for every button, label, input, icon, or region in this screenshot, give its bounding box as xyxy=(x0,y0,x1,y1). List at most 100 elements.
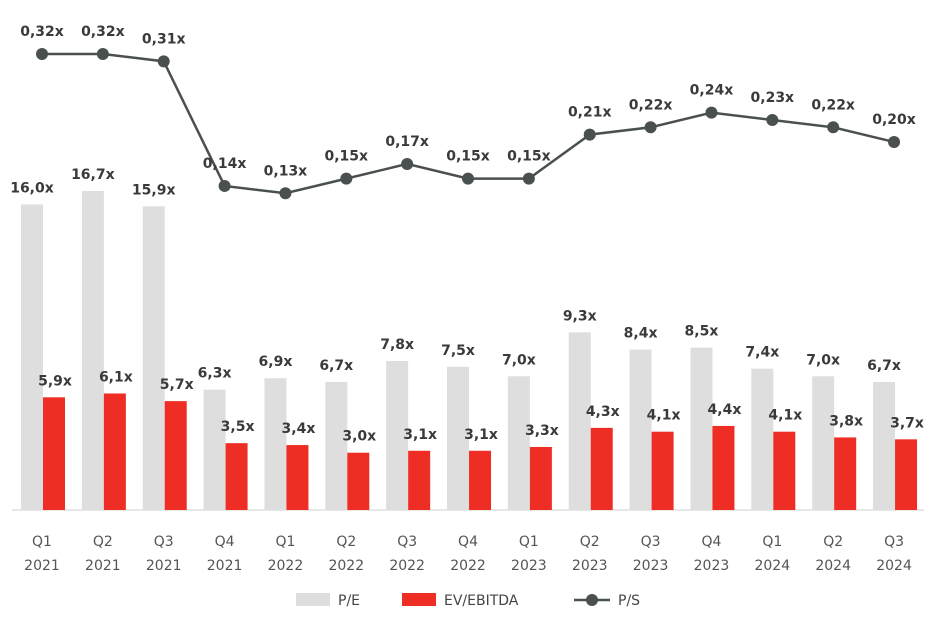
x-tick-year: 2021 xyxy=(146,558,182,574)
ps-point xyxy=(827,121,840,134)
pe-bar xyxy=(81,191,104,510)
x-tick-quarter: Q2 xyxy=(580,534,600,550)
ps-point xyxy=(218,179,231,192)
ps-data-label: 0,31x xyxy=(142,31,186,47)
x-tick-quarter: Q1 xyxy=(275,534,295,550)
ev-ebitda-data-label: 4,1x xyxy=(647,408,681,424)
ps-point xyxy=(340,172,353,185)
ev-ebitda-bar xyxy=(834,437,857,510)
ev-ebitda-data-label: 3,0x xyxy=(342,429,376,445)
pe-bar xyxy=(507,376,530,510)
ps-point xyxy=(96,48,109,60)
ps-data-label: 0,21x xyxy=(568,105,612,121)
pe-bar xyxy=(751,368,774,510)
ps-data-label: 0,22x xyxy=(811,97,855,113)
ps-point xyxy=(705,106,718,119)
ps-data-label: 0,15x xyxy=(446,149,490,165)
ps-point xyxy=(401,157,414,170)
pe-bar xyxy=(812,376,835,510)
ev-ebitda-data-label: 3,1x xyxy=(403,427,437,443)
ps-point xyxy=(644,121,657,134)
ps-data-label: 0,32x xyxy=(81,24,125,40)
x-tick-quarter: Q4 xyxy=(701,534,721,550)
ps-data-label: 0,24x xyxy=(690,83,734,99)
ev-ebitda-bar xyxy=(103,393,126,510)
ev-ebitda-bar xyxy=(895,439,918,510)
pe-data-label: 8,5x xyxy=(685,324,719,340)
x-tick-year: 2022 xyxy=(389,558,425,574)
x-tick-quarter: Q1 xyxy=(762,534,782,550)
ev-ebitda-bar xyxy=(469,450,492,510)
pe-bar xyxy=(264,378,287,510)
x-tick-year: 2024 xyxy=(815,558,851,574)
ps-data-label: 0,15x xyxy=(325,149,369,165)
ev-ebitda-bar xyxy=(773,431,796,510)
ev-ebitda-bar xyxy=(712,425,735,510)
ev-ebitda-bar xyxy=(225,443,248,510)
ev-ebitda-data-label: 4,4x xyxy=(708,402,742,418)
ps-point xyxy=(157,55,170,68)
ev-ebitda-data-label: 5,9x xyxy=(38,373,72,389)
pe-data-label: 7,5x xyxy=(441,343,475,359)
x-tick-quarter: Q3 xyxy=(641,534,661,550)
ps-point xyxy=(36,48,48,60)
ps-point xyxy=(888,135,901,148)
ev-ebitda-bar xyxy=(529,446,552,510)
pe-bar xyxy=(873,382,896,510)
pe-data-label: 8,4x xyxy=(624,326,658,342)
pe-data-label: 16,7x xyxy=(71,167,115,183)
x-tick-year: 2023 xyxy=(694,558,730,574)
legend-ev-ebitda-swatch xyxy=(402,593,436,606)
ps-data-label: 0,22x xyxy=(629,97,673,113)
ps-line xyxy=(42,52,895,195)
pe-bar xyxy=(386,361,409,510)
pe-bar xyxy=(690,347,713,510)
x-tick-year: 2023 xyxy=(633,558,669,574)
pe-bar xyxy=(447,366,470,510)
x-tick-quarter: Q2 xyxy=(823,534,843,550)
x-tick-year: 2023 xyxy=(511,558,547,574)
pe-data-label: 6,7x xyxy=(867,358,901,374)
ps-point xyxy=(766,113,779,126)
pe-bar xyxy=(629,349,652,510)
ps-data-label: 0,13x xyxy=(264,163,308,179)
ev-ebitda-data-label: 5,7x xyxy=(160,377,194,393)
pe-data-label: 7,4x xyxy=(745,345,779,361)
ev-ebitda-data-label: 3,4x xyxy=(282,421,316,437)
ps-data-label: 0,15x xyxy=(507,149,551,165)
ev-ebitda-bar xyxy=(43,397,65,510)
pe-bar xyxy=(142,206,165,510)
ps-data-label: 0,23x xyxy=(751,90,795,106)
x-tick-quarter: Q3 xyxy=(397,534,417,550)
x-tick-year: 2021 xyxy=(207,558,243,574)
ev-ebitda-bar xyxy=(347,452,370,510)
pe-data-label: 15,9x xyxy=(132,182,176,198)
ps-data-label: 0,32x xyxy=(20,24,64,40)
ps-point xyxy=(522,172,535,185)
pe-bar xyxy=(21,204,43,510)
pe-bar xyxy=(203,389,226,510)
pe-bar xyxy=(568,332,591,510)
ps-data-label: 0,17x xyxy=(385,134,429,150)
pe-data-label: 6,7x xyxy=(319,358,353,374)
ev-ebitda-data-label: 4,3x xyxy=(586,404,620,420)
legend-pe-swatch xyxy=(296,593,330,606)
ps-point xyxy=(462,172,475,185)
legend-ps-label: P/S xyxy=(618,593,640,609)
ps-data-label: 0,14x xyxy=(203,156,247,172)
x-tick-year: 2024 xyxy=(876,558,912,574)
ps-data-label: 0,20x xyxy=(872,112,916,128)
x-tick-quarter: Q4 xyxy=(458,534,478,550)
x-tick-year: 2022 xyxy=(268,558,304,574)
ev-ebitda-data-label: 6,1x xyxy=(99,369,133,385)
legend-ps-marker xyxy=(586,594,598,606)
ev-ebitda-data-label: 4,1x xyxy=(768,408,802,424)
ev-ebitda-bar xyxy=(590,427,613,510)
x-tick-quarter: Q2 xyxy=(93,534,113,550)
ps-point xyxy=(279,187,292,200)
x-tick-quarter: Q4 xyxy=(215,534,235,550)
legend-ev-ebitda-label: EV/EBITDA xyxy=(444,593,519,609)
x-tick-quarter: Q1 xyxy=(32,534,52,550)
x-tick-year: 2021 xyxy=(24,558,60,574)
